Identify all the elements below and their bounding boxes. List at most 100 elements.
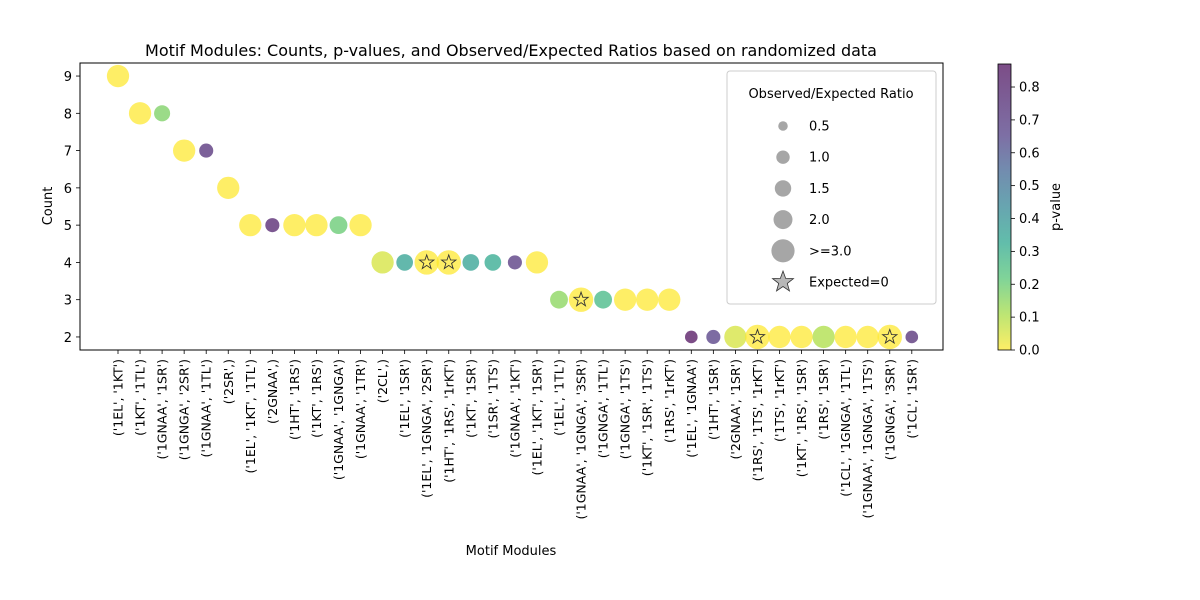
x-tick-label: ('1GNAA', '1SR') <box>155 359 170 459</box>
colorbar-tick-label: 0.6 <box>1019 146 1040 161</box>
colorbar-gradient <box>997 63 1012 351</box>
legend-size-marker <box>778 121 788 131</box>
legend-entry-label: Expected=0 <box>809 276 889 291</box>
data-point <box>834 325 857 349</box>
data-point <box>636 288 659 311</box>
data-point <box>856 325 879 349</box>
colorbar-tick-label: 0.3 <box>1019 245 1040 260</box>
data-point <box>239 213 262 237</box>
data-point <box>877 324 902 350</box>
x-tick-label: ('1HT', '1RS', '1rKT') <box>441 359 456 483</box>
data-point <box>706 329 721 345</box>
legend-entry-label: 0.5 <box>809 120 830 135</box>
y-tick-label: 2 <box>64 331 72 346</box>
legend-star-icon <box>771 269 795 292</box>
y-tick-label: 4 <box>64 256 72 271</box>
x-tick-label: ('1GNGA', '3SR') <box>882 359 897 460</box>
x-tick-label: ('1KT', '1RS') <box>309 359 324 438</box>
legend-title: Observed/Expected Ratio <box>748 87 913 102</box>
data-point <box>199 143 214 158</box>
x-tick-label: ('1EL', '1KT', '1SR') <box>529 359 544 475</box>
data-point <box>658 288 681 311</box>
x-tick-label: ('1HT', '1SR') <box>706 359 721 440</box>
x-tick-label: ('1KT', '1SR', '1TS') <box>640 359 655 476</box>
expected-zero-star-icon <box>749 328 766 345</box>
legend-size-marker <box>771 239 795 263</box>
data-point <box>265 218 280 233</box>
y-tick-label: 3 <box>64 294 72 309</box>
legend-box <box>726 70 937 305</box>
x-tick-label: ('1KT', '1RS', '1SR') <box>794 359 809 477</box>
colorbar-label: p-value <box>1049 183 1064 231</box>
x-tick-label: ('1KT', '1SR') <box>463 359 478 438</box>
x-tick-label: ('1GNGA', '1TS') <box>618 359 633 459</box>
data-point <box>128 102 152 125</box>
x-tick-label: ('1RS', '1SR') <box>816 359 831 440</box>
legend-size-marker <box>774 180 792 197</box>
x-tick-label: ('1CL', '1GNGA', '1TL') <box>838 359 853 497</box>
x-tick-label: ('1GNAA', '1GNGA') <box>331 359 346 480</box>
data-point <box>172 139 196 162</box>
legend-entry-label: >=3.0 <box>809 244 851 259</box>
plot-frame <box>79 62 944 351</box>
x-tick-label: ('1EL', '1TL') <box>552 359 567 436</box>
data-point <box>305 213 328 237</box>
x-tick-label: ('2SR',) <box>221 359 236 404</box>
x-tick-label: ('1EL', '1KT') <box>111 359 126 436</box>
colorbar-tick-label: 0.2 <box>1019 278 1040 293</box>
x-tick-label: ('1SR', '1TS') <box>485 359 500 439</box>
data-point <box>507 255 522 270</box>
x-tick-label: ('1KT', '1TL') <box>133 359 148 436</box>
colorbar-tick-label: 0.7 <box>1019 113 1040 128</box>
legend-size-marker <box>776 150 790 164</box>
expected-zero-star-icon <box>881 328 899 345</box>
x-tick-label: ('1GNAA', '1KT') <box>507 359 522 458</box>
expected-zero-star-icon <box>418 253 436 270</box>
data-point <box>684 330 698 344</box>
size-legend: Observed/Expected Ratio 0.5 1.0 1.5 2.0 >=3.… <box>726 70 937 305</box>
data-point <box>613 288 637 311</box>
legend-size-marker <box>773 210 793 230</box>
y-tick-label: 6 <box>64 182 72 197</box>
data-point <box>768 325 791 349</box>
y-axis: 2 3 4 5 6 7 8 9 <box>64 70 80 346</box>
x-tick-label: ('1EL', '1KT', '1TL') <box>243 359 258 473</box>
colorbar-tick-label: 0.8 <box>1019 81 1040 96</box>
x-tick-label: ('1TS', '1rKT') <box>772 359 787 442</box>
y-tick-label: 7 <box>64 145 72 160</box>
data-point <box>436 250 461 275</box>
data-point <box>790 325 813 349</box>
data-point <box>568 287 594 312</box>
colorbar-tick-label: 0.5 <box>1019 179 1040 194</box>
y-tick-label: 5 <box>64 219 72 234</box>
y-tick-label: 8 <box>64 107 72 122</box>
x-tick-label: ('1GNAA', '1TL') <box>199 359 214 457</box>
data-point <box>462 254 480 271</box>
data-point <box>550 290 568 309</box>
colorbar-tick-label: 0.1 <box>1019 311 1040 326</box>
colorbar-tick-label: 0.4 <box>1019 212 1040 227</box>
data-point <box>154 105 171 122</box>
x-tick-label: ('1GNAA', '1GNGA', '3SR') <box>574 359 589 520</box>
data-point <box>396 254 413 271</box>
data-point <box>106 64 130 88</box>
x-tick-label: ('2CL',) <box>375 359 390 403</box>
x-tick-label: ('2GNAA',) <box>265 359 280 424</box>
x-tick-label: ('1GNAA', '1TR') <box>353 359 368 459</box>
y-tick-label: 9 <box>64 70 72 85</box>
data-point <box>329 216 348 235</box>
data-point <box>217 176 240 200</box>
x-tick-label: ('1RS', '1rKT') <box>662 359 677 443</box>
x-axis: ('1EL', '1KT') ('1KT', '1TL') ('1GNAA', '1… <box>111 350 919 520</box>
x-tick-label: ('1CL', '1SR') <box>904 359 919 439</box>
colorbar-ticks: 0.0 0.1 0.2 0.3 0.4 0.5 0.6 0.7 0.8 <box>1011 81 1040 359</box>
legend-entry-label: 1.5 <box>809 182 830 197</box>
data-point <box>349 213 372 237</box>
data-point <box>594 290 613 309</box>
legend-entries: 0.5 1.0 1.5 2.0 >=3.0 Expected=0 <box>771 120 889 292</box>
x-tick-label: ('1RS', '1TS', '1rKT') <box>750 359 765 481</box>
data-point <box>745 324 770 350</box>
chart-title: Motif Modules: Counts, p-values, and Obs… <box>145 41 877 60</box>
colorbar-tick-label: 0.0 <box>1019 344 1040 359</box>
